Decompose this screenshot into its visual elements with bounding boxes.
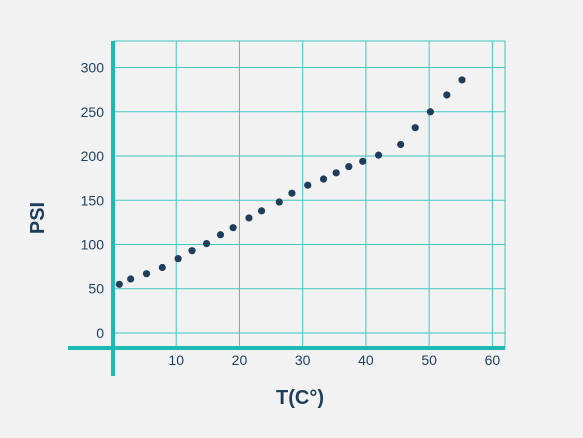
data-point xyxy=(158,263,166,272)
x-tick-label: 40 xyxy=(358,352,374,368)
data-point xyxy=(443,91,451,99)
data-point xyxy=(142,270,151,278)
data-point xyxy=(245,214,253,222)
y-tick-label: 0 xyxy=(96,325,104,341)
data-point xyxy=(345,163,353,171)
data-point xyxy=(275,198,283,206)
y-tick-label: 300 xyxy=(81,60,105,76)
data-point xyxy=(374,151,383,159)
data-point xyxy=(411,124,419,132)
axes xyxy=(68,41,505,376)
y-tick-label: 250 xyxy=(81,104,105,120)
data-point xyxy=(229,224,237,232)
data-point xyxy=(359,157,367,165)
data-point xyxy=(426,108,434,116)
x-axis-title: T(C°) xyxy=(276,387,324,409)
data-point xyxy=(216,231,225,239)
x-tick-label: 10 xyxy=(168,352,184,368)
y-tick-label: 150 xyxy=(81,192,105,208)
data-point xyxy=(304,181,312,189)
grid xyxy=(113,40,506,348)
y-axis-title: PSI xyxy=(27,202,49,234)
data-point xyxy=(127,275,135,283)
data-point xyxy=(458,76,466,84)
data-point xyxy=(115,280,123,288)
y-tick-label: 100 xyxy=(81,236,105,252)
data-point xyxy=(332,169,340,177)
tick-labels: 0 50 100 150 200 250 300 10 20 30 40 50 60 xyxy=(81,60,501,368)
data-point xyxy=(288,189,296,197)
x-tick-label: 60 xyxy=(485,352,501,368)
x-tick-label: 30 xyxy=(295,352,311,368)
y-tick-label: 200 xyxy=(81,148,105,164)
data-point xyxy=(174,255,182,263)
y-tick-label: 50 xyxy=(88,281,104,297)
data-point xyxy=(202,240,211,248)
data-point xyxy=(319,175,328,183)
x-tick-label: 20 xyxy=(232,352,248,368)
data-points xyxy=(115,76,466,288)
x-tick-label: 50 xyxy=(421,352,437,368)
data-point xyxy=(397,140,405,149)
data-point xyxy=(257,207,266,215)
data-point xyxy=(188,247,196,255)
